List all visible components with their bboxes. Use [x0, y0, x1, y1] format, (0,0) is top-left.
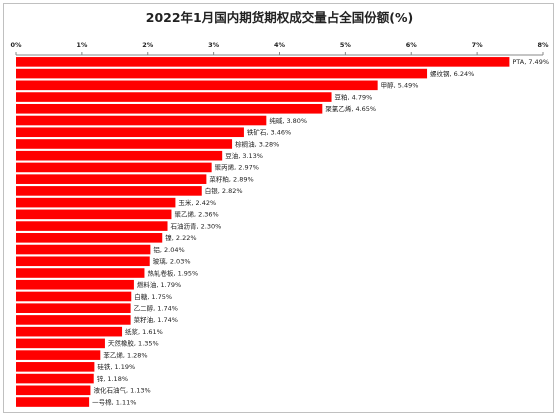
data-label: 热轧卷板, 1.95%: [147, 268, 198, 277]
data-label: 豆油, 3.13%: [225, 151, 263, 160]
data-label: PTA, 7.49%: [512, 58, 549, 66]
data-label: 聚氯乙烯, 4.65%: [325, 104, 376, 113]
bar: [16, 233, 163, 243]
chart-title: 2022年1月国内期货期权成交量占全国份额(%): [145, 10, 414, 25]
bar: [16, 139, 233, 149]
bar: [16, 326, 123, 337]
bar: [16, 209, 172, 220]
bar: [16, 57, 510, 67]
data-label: 苯乙烯, 1.28%: [103, 350, 147, 359]
bar: [16, 244, 151, 255]
data-label: 白糖, 1.75%: [134, 292, 172, 301]
data-label: 白银, 2.82%: [205, 186, 243, 195]
bar: [16, 186, 202, 196]
data-label: 燃料油, 1.79%: [137, 280, 181, 289]
bar: [16, 80, 378, 91]
data-label: 聚丙烯, 2.97%: [215, 163, 259, 172]
data-label: 甲醇, 5.49%: [381, 81, 419, 90]
bar: [16, 103, 323, 114]
bar: [16, 127, 244, 138]
x-tick-label: 8%: [537, 41, 549, 49]
bar: [16, 362, 95, 372]
bar: [16, 350, 101, 360]
bar: [16, 115, 267, 126]
bar: [16, 162, 212, 173]
bar: [16, 385, 91, 396]
bar: [16, 373, 94, 384]
x-tick-label: 3%: [208, 41, 220, 49]
data-label: 石油沥青, 2.30%: [171, 221, 222, 230]
bar: [16, 197, 176, 208]
x-tick-label: 6%: [406, 41, 418, 49]
data-label: 螺纹钢, 6.24%: [430, 69, 474, 78]
data-label: 豆粕, 4.79%: [335, 92, 373, 101]
x-tick-label: 1%: [76, 41, 88, 49]
x-tick-label: 5%: [340, 41, 352, 49]
bar: [16, 92, 332, 102]
data-label: 铁矿石, 3.46%: [247, 128, 291, 137]
x-tick-label: 2%: [142, 41, 154, 49]
data-label: 菜籽油, 1.74%: [134, 315, 178, 324]
x-tick-label: 0%: [10, 41, 22, 49]
bar: [16, 221, 168, 231]
bar: [16, 150, 223, 161]
data-label: 纸浆, 1.61%: [125, 327, 163, 336]
data-label: 菜籽粕, 2.89%: [209, 174, 253, 183]
data-label: 铝, 2.04%: [153, 245, 184, 254]
data-label: 纯碱, 3.80%: [269, 116, 307, 125]
bar: [16, 397, 90, 407]
x-tick-label: 4%: [274, 41, 286, 49]
data-label: 锌, 1.18%: [97, 374, 128, 383]
bar: [16, 291, 132, 302]
bar: [16, 303, 131, 313]
bar: [16, 338, 105, 349]
data-label: 玉米, 2.42%: [178, 198, 216, 207]
bar: [16, 68, 428, 79]
bar: [16, 174, 207, 184]
data-label: 聚乙烯, 2.36%: [174, 210, 218, 219]
data-label: 乙二醇, 1.74%: [134, 303, 178, 312]
bar: [16, 256, 150, 267]
x-tick-label: 7%: [472, 41, 484, 49]
data-label: 棕榈油, 3.28%: [235, 139, 279, 148]
data-label: 镍, 2.22%: [165, 233, 196, 242]
bar: [16, 279, 134, 290]
data-label: 硅铁, 1.19%: [97, 362, 135, 371]
bar: [16, 315, 131, 325]
data-label: 一号棉, 1.11%: [92, 397, 136, 406]
data-label: 液化石油气, 1.13%: [93, 386, 150, 395]
data-label: 天然橡胶, 1.35%: [108, 339, 159, 348]
data-label: 玻璃, 2.03%: [153, 257, 191, 266]
bar: [16, 268, 145, 278]
